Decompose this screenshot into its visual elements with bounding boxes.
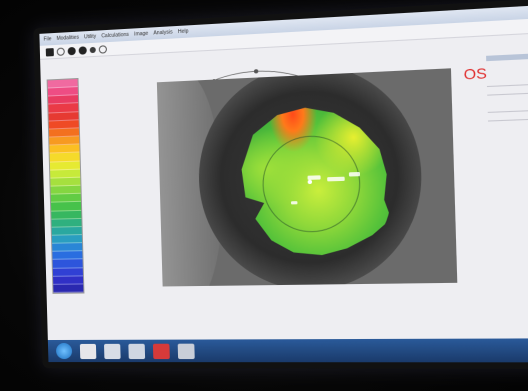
record-icon[interactable]	[89, 46, 96, 53]
side-panel-line	[487, 109, 528, 113]
menu-item-image[interactable]: Image	[133, 30, 149, 38]
menu-item-utility[interactable]: Utility	[83, 33, 97, 41]
monitor: File Modalities Utility Calculations Ima…	[33, 0, 528, 370]
eye-topography-image	[156, 68, 458, 287]
open-icon[interactable]	[56, 46, 65, 56]
side-panel-line	[487, 91, 528, 96]
app-icon[interactable]	[128, 343, 146, 359]
menu-item-help[interactable]: Help	[177, 28, 189, 36]
settings-icon[interactable]	[78, 45, 87, 55]
application-screen: File Modalities Utility Calculations Ima…	[39, 2, 528, 363]
folder-icon[interactable]	[177, 343, 195, 359]
active-app-icon[interactable]	[152, 343, 170, 359]
menu-item-analysis[interactable]: Analysis	[153, 29, 173, 37]
measurement-marker	[290, 201, 298, 205]
color-scale-legend	[46, 77, 85, 294]
side-panel-line	[486, 82, 528, 88]
save-icon[interactable]	[67, 46, 76, 55]
measurement-marker	[348, 171, 361, 177]
menu-item-file[interactable]: File	[43, 36, 52, 43]
color-scale-cell	[53, 284, 84, 293]
taskbar	[47, 338, 528, 363]
start-icon[interactable]	[55, 342, 73, 360]
select-icon[interactable]	[98, 44, 107, 54]
explorer-icon[interactable]	[79, 343, 97, 359]
media-icon[interactable]	[103, 343, 121, 359]
side-panel-header	[486, 51, 528, 62]
menu-item-calculations[interactable]: Calculations	[101, 31, 130, 40]
new-icon[interactable]	[45, 47, 54, 57]
eye-side-label: OS	[463, 64, 488, 83]
side-panel-line	[487, 118, 528, 122]
menu-item-modalities[interactable]: Modalities	[56, 34, 80, 42]
measurement-marker	[327, 176, 345, 182]
